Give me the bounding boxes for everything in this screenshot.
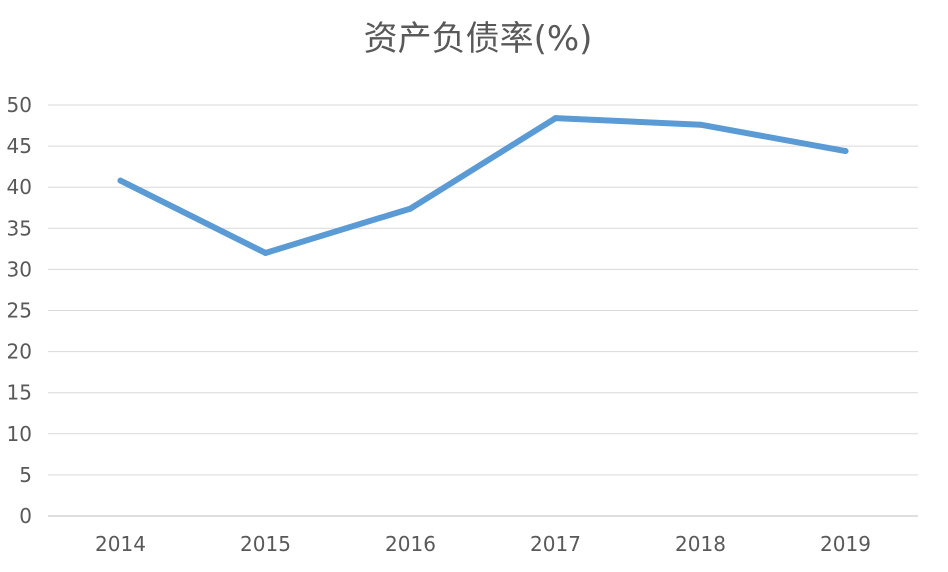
data-point [552,115,559,122]
y-tick-label: 45 [7,134,32,158]
y-tick-label: 30 [7,257,32,281]
y-tick-label: 40 [7,175,32,199]
x-axis-ticks: 2014 2015 2016 2017 2018 2019 [95,532,871,556]
x-tick-label: 2016 [385,532,436,556]
gridlines [48,104,918,517]
y-tick-label: 10 [7,422,32,446]
y-tick-label: 0 [19,504,32,528]
x-tick-label: 2014 [95,532,146,556]
y-tick-label: 20 [7,340,32,364]
y-tick-label: 15 [7,381,32,405]
data-point [697,121,704,128]
series-group [117,115,849,256]
y-tick-label: 25 [7,299,32,323]
data-point [117,177,124,184]
x-tick-label: 2017 [530,532,581,556]
y-tick-label: 35 [7,216,32,240]
series-line [117,115,849,256]
x-tick-label: 2019 [820,532,871,556]
chart-title: 资产负债率(%) [364,19,593,59]
y-axis-ticks: 0 5 10 15 20 25 30 35 40 45 50 [7,93,32,528]
y-tick-label: 5 [19,463,32,487]
data-point [842,148,849,155]
x-tick-label: 2015 [240,532,291,556]
data-point [407,205,414,212]
y-tick-label: 50 [7,93,32,117]
x-tick-label: 2018 [675,532,726,556]
data-point [262,249,269,256]
